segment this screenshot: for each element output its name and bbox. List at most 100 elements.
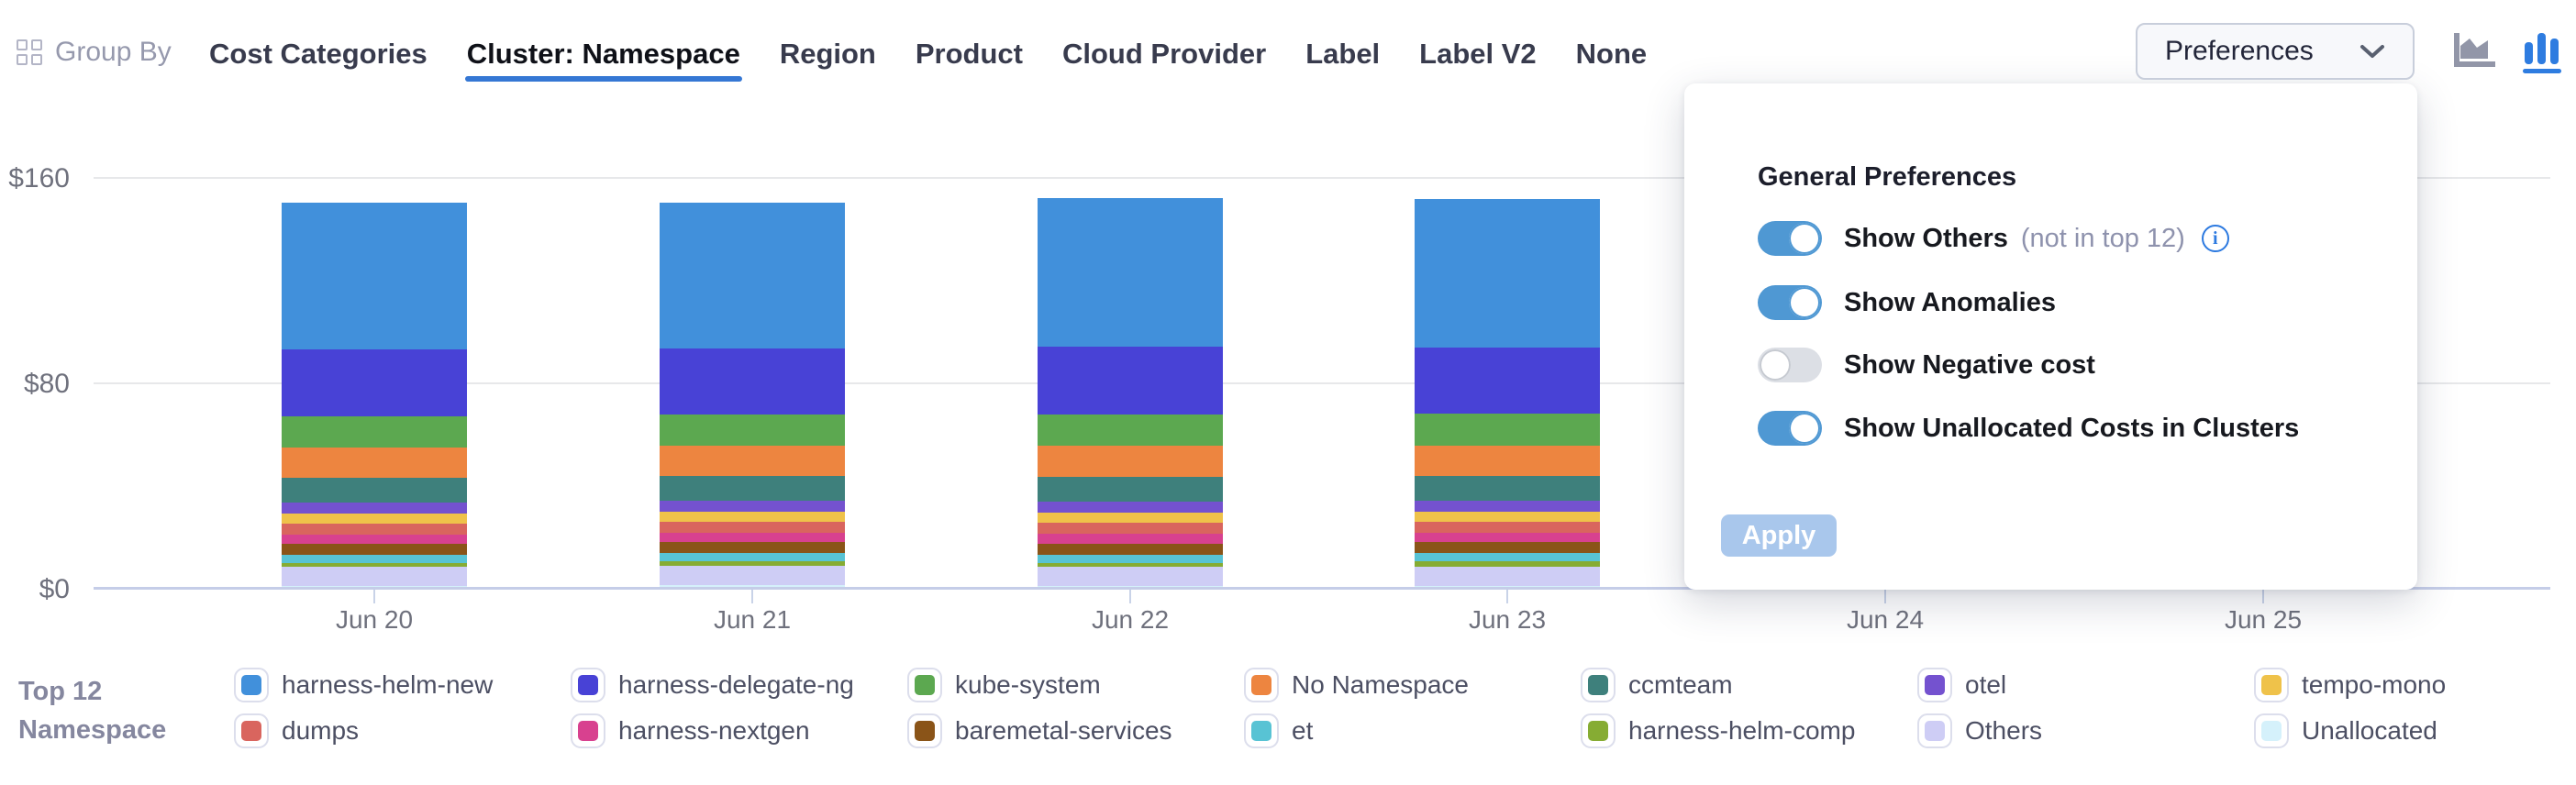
legend-label: et — [1292, 716, 1314, 745]
bar-segment-others[interactable] — [1038, 566, 1223, 586]
bar-segment-harness-delegate-ng[interactable] — [282, 349, 467, 416]
bar-segment-no-namespace[interactable] — [660, 446, 845, 477]
bar-segment-harness-helm-comp[interactable] — [1038, 562, 1223, 567]
bar-segment-baremetal-services[interactable] — [1415, 542, 1600, 554]
bar-segment-harness-helm-new[interactable] — [660, 202, 845, 348]
legend-item-no-namespace[interactable]: No Namespace — [1244, 668, 1469, 702]
bar-segment-harness-delegate-ng[interactable] — [660, 348, 845, 415]
show-unallocated-toggle[interactable] — [1758, 411, 1822, 446]
bar-segment-dumps[interactable] — [660, 522, 845, 534]
group-by-grid-icon — [17, 39, 42, 65]
bar-segment-tempo-mono[interactable] — [660, 512, 845, 523]
bar-segment-ccmteam[interactable] — [660, 476, 845, 502]
bar-segment-kube-system[interactable] — [660, 415, 845, 447]
bar-segment-harness-helm-new[interactable] — [1038, 197, 1223, 348]
bar-segment-otel[interactable] — [282, 503, 467, 514]
bar-segment-unallocated[interactable] — [1415, 585, 1600, 588]
bar-segment-dumps[interactable] — [282, 524, 467, 536]
bar-segment-harness-nextgen[interactable] — [1415, 533, 1600, 543]
bar-segment-harness-helm-comp[interactable] — [1415, 560, 1600, 568]
bar-segment-unallocated[interactable] — [1038, 585, 1223, 588]
bar-segment-no-namespace[interactable] — [282, 447, 467, 479]
area-chart-icon[interactable] — [2451, 31, 2497, 73]
bar-segment-tempo-mono[interactable] — [1038, 513, 1223, 524]
bar-segment-ccmteam[interactable] — [1415, 476, 1600, 502]
tab-none[interactable]: None — [1575, 38, 1648, 70]
bar-segment-others[interactable] — [660, 565, 845, 586]
tab-cluster-namespace[interactable]: Cluster: Namespace — [464, 38, 742, 82]
legend-item-others[interactable]: Others — [1917, 713, 2042, 748]
legend-swatch — [234, 713, 269, 748]
tab-region[interactable]: Region — [779, 38, 876, 70]
bar-chart-icon[interactable] — [2519, 31, 2565, 73]
legend-label: dumps — [282, 716, 360, 745]
legend-item-et[interactable]: et — [1244, 713, 1313, 748]
preferences-dropdown-button[interactable]: Preferences — [2136, 23, 2415, 80]
legend-item-unallocated[interactable]: Unallocated — [2254, 713, 2437, 748]
bar-segment-harness-nextgen[interactable] — [282, 535, 467, 545]
bar-segment-otel[interactable] — [660, 501, 845, 513]
bar-segment-baremetal-services[interactable] — [660, 542, 845, 554]
y-axis-label-80: $80 — [23, 369, 70, 399]
bar-segment-dumps[interactable] — [1415, 522, 1600, 534]
bar-segment-et[interactable] — [282, 555, 467, 564]
pref-row-show-unallocated: Show Unallocated Costs in Clusters — [1758, 410, 2299, 447]
bar-segment-harness-nextgen[interactable] — [660, 533, 845, 543]
tab-label[interactable]: Label — [1305, 38, 1381, 70]
legend-item-harness-helm-new[interactable]: harness-helm-new — [234, 668, 493, 702]
bar-segment-harness-delegate-ng[interactable] — [1415, 347, 1600, 415]
show-others-toggle[interactable] — [1758, 221, 1822, 256]
bar-segment-kube-system[interactable] — [1038, 414, 1223, 447]
tab-label-v2[interactable]: Label V2 — [1419, 38, 1537, 70]
bar-segment-dumps[interactable] — [1038, 523, 1223, 535]
legend-item-harness-delegate-ng[interactable]: harness-delegate-ng — [571, 668, 854, 702]
tab-product[interactable]: Product — [915, 38, 1023, 70]
legend-swatch — [1244, 713, 1279, 748]
legend-item-dumps[interactable]: dumps — [234, 713, 359, 748]
legend-item-ccmteam[interactable]: ccmteam — [1581, 668, 1733, 702]
bar-segment-harness-helm-comp[interactable] — [282, 563, 467, 568]
bar-segment-harness-helm-new[interactable] — [1415, 199, 1600, 348]
legend-item-harness-nextgen[interactable]: harness-nextgen — [571, 713, 810, 748]
y-axis-label-0: $0 — [39, 574, 70, 604]
legend-title: Top 12 Namespace — [18, 672, 166, 749]
bar-segment-others[interactable] — [282, 567, 467, 587]
bar-segment-unallocated[interactable] — [660, 585, 845, 588]
bar-segment-baremetal-services[interactable] — [282, 544, 467, 556]
bar-segment-ccmteam[interactable] — [1038, 477, 1223, 503]
legend-label: harness-nextgen — [618, 716, 810, 745]
bar-segment-tempo-mono[interactable] — [282, 514, 467, 524]
legend-item-baremetal-services[interactable]: baremetal-services — [907, 713, 1172, 748]
legend-item-otel[interactable]: otel — [1917, 668, 2006, 702]
legend-item-tempo-mono[interactable]: tempo-mono — [2254, 668, 2446, 702]
bar-segment-et[interactable] — [1038, 554, 1223, 563]
bar-segment-baremetal-services[interactable] — [1038, 543, 1223, 555]
apply-button[interactable]: Apply — [1721, 514, 1837, 557]
bar-segment-et[interactable] — [1415, 553, 1600, 561]
bar-segment-kube-system[interactable] — [282, 415, 467, 448]
show-negative-cost-toggle[interactable] — [1758, 348, 1822, 382]
bar-segment-harness-helm-comp[interactable] — [660, 561, 845, 566]
legend-swatch — [571, 713, 605, 748]
legend-item-kube-system[interactable]: kube-system — [907, 668, 1101, 702]
info-icon[interactable]: i — [2201, 225, 2229, 252]
legend-label: kube-system — [955, 670, 1101, 699]
tab-cost-categories[interactable]: Cost Categories — [209, 38, 427, 70]
bar-segment-otel[interactable] — [1038, 502, 1223, 514]
bar-segment-et[interactable] — [660, 553, 845, 562]
bar-segment-harness-nextgen[interactable] — [1038, 534, 1223, 544]
bar-segment-otel[interactable] — [1415, 501, 1600, 513]
tab-cloud-provider[interactable]: Cloud Provider — [1062, 38, 1267, 70]
bar-segment-ccmteam[interactable] — [282, 478, 467, 503]
legend-item-harness-helm-comp[interactable]: harness-helm-comp — [1581, 713, 1855, 748]
show-anomalies-toggle[interactable] — [1758, 285, 1822, 320]
legend-swatch — [907, 668, 942, 702]
bar-segment-harness-helm-new[interactable] — [282, 203, 467, 350]
bar-segment-no-namespace[interactable] — [1415, 445, 1600, 477]
bar-segment-others[interactable] — [1415, 567, 1600, 586]
bar-segment-kube-system[interactable] — [1415, 414, 1600, 446]
bar-segment-tempo-mono[interactable] — [1415, 512, 1600, 523]
bar-segment-harness-delegate-ng[interactable] — [1038, 347, 1223, 415]
bar-segment-no-namespace[interactable] — [1038, 446, 1223, 478]
